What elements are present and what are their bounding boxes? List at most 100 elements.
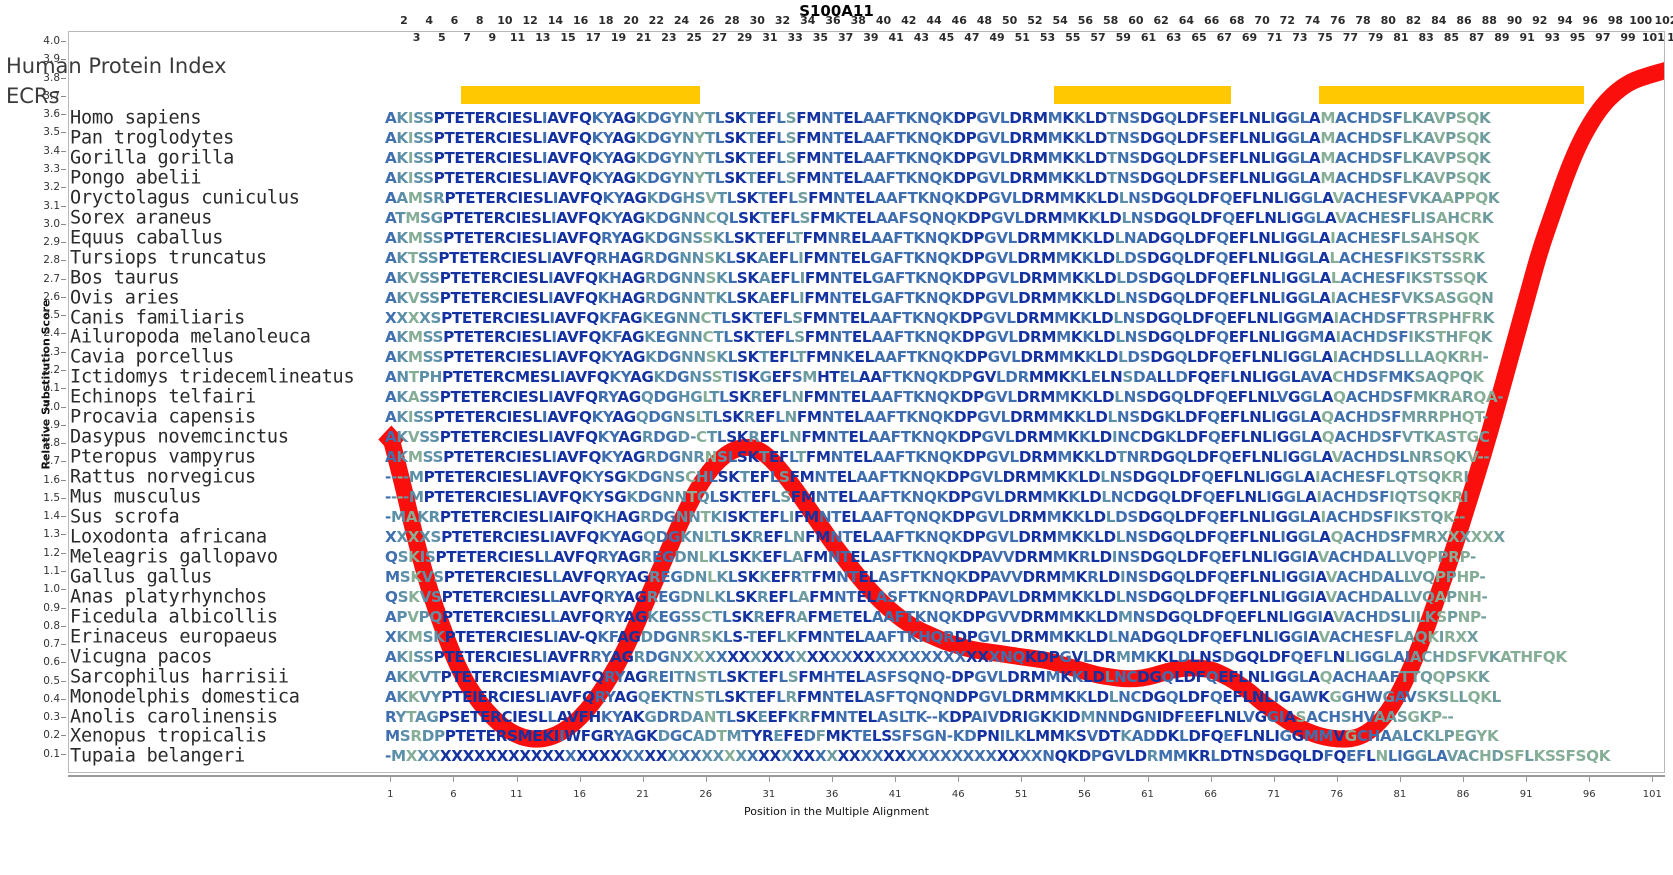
y-axis-tick-label: 1.9 [43, 418, 60, 431]
x-axis-tick-mark [453, 777, 455, 782]
alignment-index-number: 10 [497, 14, 513, 27]
alignment-index-number: 4 [425, 14, 433, 27]
species-label: Mus musculus [70, 486, 202, 508]
y-axis-tick-mark [61, 95, 66, 97]
alignment-row: AKASSPTETERCIESLIAVFQRYAGQDGHGLTLSKREFLN… [385, 388, 1504, 407]
alignment-row: AKVSSPTETERCIESLIAVFQKYAGRDGD-CTLSKREFLN… [385, 428, 1490, 447]
human-protein-index-label: Human Protein Index [6, 54, 227, 78]
species-label: Ficedula albicollis [70, 606, 278, 628]
alignment-index-number: 18 [598, 14, 614, 27]
alignment-index-number: 84 [1431, 14, 1447, 27]
x-axis-tick-label: 31 [762, 789, 776, 800]
y-axis-tick-label: 1.8 [43, 437, 60, 450]
alignment-index-number: 64 [1178, 14, 1195, 27]
x-axis-tick-mark [1589, 777, 1591, 782]
y-axis-tick-label: 0.7 [43, 638, 60, 651]
alignment-index-number: 89 [1494, 31, 1510, 44]
alignment-row: QSKISPTETERCIESLLAVFQRYAGREGDNLKLSKKEFLA… [385, 547, 1476, 566]
species-label: Homo sapiens [70, 107, 202, 129]
species-label: Ovis aries [70, 287, 180, 309]
x-axis-tick-label: 26 [699, 789, 713, 800]
species-label: Meleagris gallopavo [70, 546, 278, 568]
y-axis-tick-mark [61, 625, 66, 627]
y-axis-tick-label: 0.3 [43, 711, 60, 724]
alignment-index-number: 103 [1667, 31, 1673, 44]
y-axis-tick-mark [61, 150, 66, 152]
y-axis-tick-mark [61, 717, 66, 719]
y-axis-tick-mark [61, 461, 66, 463]
x-axis-tick-label: 71 [1267, 789, 1281, 800]
alignment-row: ATMSGPTETERCIESLIAVFQKYAGKDGNNCQLSKTEFLS… [385, 208, 1494, 227]
y-axis-tick-label: 2.6 [43, 290, 60, 303]
y-axis-tick-label: 4.0 [43, 35, 60, 48]
alignment-index-number: 44 [926, 14, 942, 27]
alignment-row: AKISSPTETERCIESLIAVFQKYAGKDGYNYTLSKTEFLS… [385, 109, 1491, 127]
alignment-index-number: 93 [1544, 31, 1560, 44]
x-axis-tick-mark [1084, 777, 1086, 782]
alignment-row: MSKVSPTETERCIESLLAVFQRYAGREGDNLKLSKKEFRT… [385, 567, 1486, 586]
species-label: Loxodonta africana [70, 526, 267, 548]
species-label: Pongo abelii [70, 167, 202, 189]
ecr-bar[interactable] [1318, 86, 1584, 104]
ecr-bar[interactable] [1053, 86, 1231, 104]
alignment-index-number: 42 [901, 14, 917, 27]
alignment-index-number: 47 [964, 31, 980, 44]
y-axis-tick-label: 3.1 [43, 199, 60, 212]
alignment-index-number: 36 [825, 14, 841, 27]
y-axis-tick-label: 2.0 [43, 400, 60, 413]
ecr-bar[interactable] [460, 86, 701, 104]
x-axis-tick-mark [579, 777, 581, 782]
y-axis-tick-mark [61, 571, 66, 572]
species-label: Procavia capensis [70, 406, 256, 428]
x-axis-tick-mark [516, 777, 518, 782]
alignment-row: XXXXSPTETERCIESLIAVFQKYAGQDGKNLTLSKREFLN… [385, 527, 1505, 546]
y-axis-tick-label: 3.3 [43, 163, 60, 176]
y-axis-tick-label: 3.9 [43, 53, 60, 66]
y-axis-tick-label: 2.1 [43, 382, 60, 395]
alignment-index-number: 77 [1342, 31, 1359, 44]
x-axis-tick-label: 66 [1204, 789, 1217, 800]
alignment-index-number: 97 [1595, 31, 1611, 44]
alignment-row: AKMSSPTETERCIESLIAVFQKYAGKDGNNSKLSKTEFLT… [385, 348, 1489, 367]
y-axis-tick-mark [61, 662, 66, 664]
x-axis-tick-label: 1 [387, 789, 394, 800]
y-axis-tick-label: 0.5 [43, 674, 60, 687]
alignment-index-number: 75 [1317, 31, 1333, 44]
alignment-index-number: 53 [1039, 31, 1056, 44]
alignment-index-number: 91 [1519, 31, 1535, 44]
alignment-index-number: 23 [661, 31, 677, 44]
alignment-row: AKISSPTETERCIESLIAVFQKYAGKDGYNYTLSKTEFLS… [385, 148, 1491, 167]
y-axis-tick-mark [61, 41, 66, 43]
x-axis-tick-mark [1273, 777, 1275, 782]
alignment-row: ANTPHPTETERCMESLIAVFQKYAGKDGNSSTISKGEFSM… [385, 368, 1484, 387]
alignment-row: RYTAGPSETERCIESLLAVFHKYAKGDRDANTLSKEEFKR… [385, 707, 1454, 726]
alignment-index-number: 72 [1279, 14, 1295, 27]
alignment-row: -MXXXXXXXXXXXXXXXXXXXXXXXXXXXXXXXXXXXXXX… [385, 747, 1611, 766]
alignment-index-number: 26 [699, 14, 715, 27]
alignment-row: AKISSPTETERCIESLIAVFQKYAGKDGYNYTLSKTEFLS… [385, 168, 1491, 187]
y-axis-tick-label: 2.8 [43, 254, 60, 267]
y-axis-tick-label: 1.2 [43, 546, 60, 559]
y-axis-tick-label: 2.4 [43, 327, 60, 340]
species-label: Oryctolagus cuniculus [70, 187, 300, 209]
x-axis-tick-mark [1147, 777, 1149, 782]
species-label: Bos taurus [70, 267, 180, 289]
alignment-index-number: 25 [686, 31, 702, 44]
alignment-index-number: 98 [1607, 14, 1624, 27]
x-axis-tick-label: 16 [573, 789, 586, 800]
x-axis-tick-label: 101 [1642, 789, 1662, 800]
species-label: Ailuropoda melanoleuca [70, 326, 311, 348]
y-axis-tick-label: 1.6 [43, 473, 60, 486]
x-axis-tick-mark [1526, 777, 1528, 782]
species-label: Ictidomys tridecemlineatus [70, 366, 355, 388]
x-axis-tick-mark [1652, 777, 1654, 782]
species-label: Anas platyrhynchos [70, 586, 267, 608]
alignment-index-number: 80 [1380, 14, 1396, 27]
species-label: Echinops telfairi [70, 386, 256, 408]
y-axis-ticks: 4.0 3.9 3.8 3.7 3.6 3.5 3.4 3.3 3.2 3.1 3.0 2.9 2.8 2… [0, 0, 70, 875]
y-axis-tick-mark [61, 333, 66, 335]
species-label: Xenopus tropicalis [70, 725, 267, 747]
alignment-index-number: 3 [412, 31, 421, 44]
alignment-row: AKISSPTETERCIESLIAVFQKYAGQDGNSLTLSKREFLN… [385, 408, 1489, 427]
